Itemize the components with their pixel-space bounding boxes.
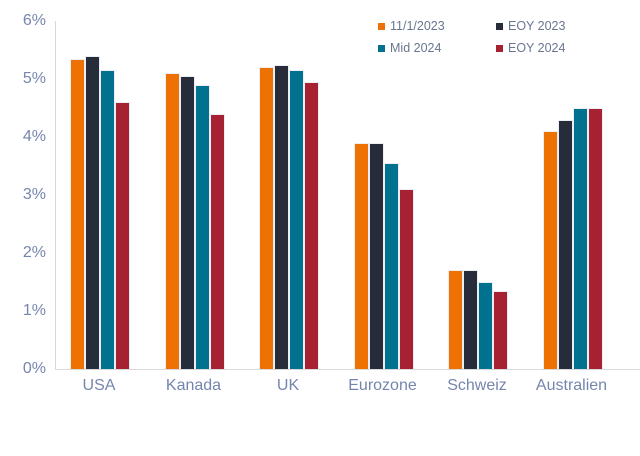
bar-uk-series-1: [274, 64, 289, 369]
bar-kanada-series-1: [179, 76, 195, 369]
bar-uk-series-2: [289, 70, 304, 369]
bar-cluster-usa: [70, 21, 130, 369]
bar-cluster-eurozone: [353, 21, 414, 369]
legend-item-0: 11/1/2023: [378, 19, 496, 33]
legend-item-1: EOY 2023: [496, 19, 565, 33]
bar-cluster-uk: [259, 21, 319, 369]
bar-cluster-schweiz: [448, 21, 508, 369]
bar-cluster-kanada: [164, 21, 225, 369]
bar-australien-series-3: [587, 108, 603, 369]
bar-usa-series-0: [70, 58, 85, 369]
bar-usa-series-2: [100, 70, 115, 369]
bar-schweiz-series-3: [493, 290, 508, 369]
chart-legend: 11/1/2023 EOY 2023 Mid 2024 EOY 2024: [378, 15, 565, 59]
bar-uk-series-0: [259, 67, 274, 369]
bar-uk-series-3: [304, 81, 319, 369]
plot-area: [55, 21, 640, 370]
bar-eurozone-series-3: [398, 189, 414, 369]
legend-item-3: EOY 2024: [496, 41, 565, 55]
bar-kanada-series-2: [194, 84, 210, 369]
y-axis-tick-label: 3%: [22, 186, 46, 203]
legend-swatch-icon: [378, 44, 385, 52]
x-axis-category-label: USA: [82, 377, 116, 394]
bar-kanada-series-3: [209, 113, 225, 369]
bar-schweiz-series-2: [478, 282, 493, 369]
bar-cluster-australien: [542, 21, 603, 369]
bar-schweiz-series-1: [463, 270, 478, 369]
legend-label: Mid 2024: [390, 41, 442, 55]
bar-australien-series-2: [572, 108, 588, 369]
legend-label: EOY 2023: [508, 19, 566, 33]
bar-australien-series-1: [557, 119, 573, 369]
bar-kanada-series-0: [164, 73, 180, 369]
x-axis-category-label: Kanada: [165, 377, 222, 394]
y-axis-tick-label: 4%: [22, 128, 46, 145]
legend-label: EOY 2024: [508, 41, 566, 55]
y-axis-tick-label: 0%: [22, 360, 46, 377]
x-axis-category-label: Eurozone: [348, 377, 417, 394]
x-axis-category-label: Australien: [535, 377, 608, 394]
bar-eurozone-series-2: [383, 163, 399, 369]
bar-australien-series-0: [542, 131, 558, 369]
y-axis-tick-label: 6%: [22, 12, 46, 29]
legend-item-2: Mid 2024: [378, 41, 496, 55]
y-axis-tick-label: 1%: [22, 302, 46, 319]
legend-swatch-icon: [496, 22, 503, 30]
y-axis-tick-label: 2%: [22, 244, 46, 261]
bar-eurozone-series-0: [353, 142, 369, 369]
legend-label: 11/1/2023: [390, 19, 445, 33]
y-axis-tick-label: 5%: [22, 70, 46, 87]
bar-usa-series-3: [115, 102, 130, 369]
bar-schweiz-series-0: [448, 270, 463, 369]
x-axis-category-label: Schweiz: [447, 377, 507, 394]
bar-eurozone-series-1: [368, 142, 384, 369]
legend-swatch-icon: [496, 44, 503, 52]
bar-usa-series-1: [85, 55, 100, 369]
legend-swatch-icon: [378, 22, 385, 30]
x-axis-category-label: UK: [276, 377, 300, 394]
